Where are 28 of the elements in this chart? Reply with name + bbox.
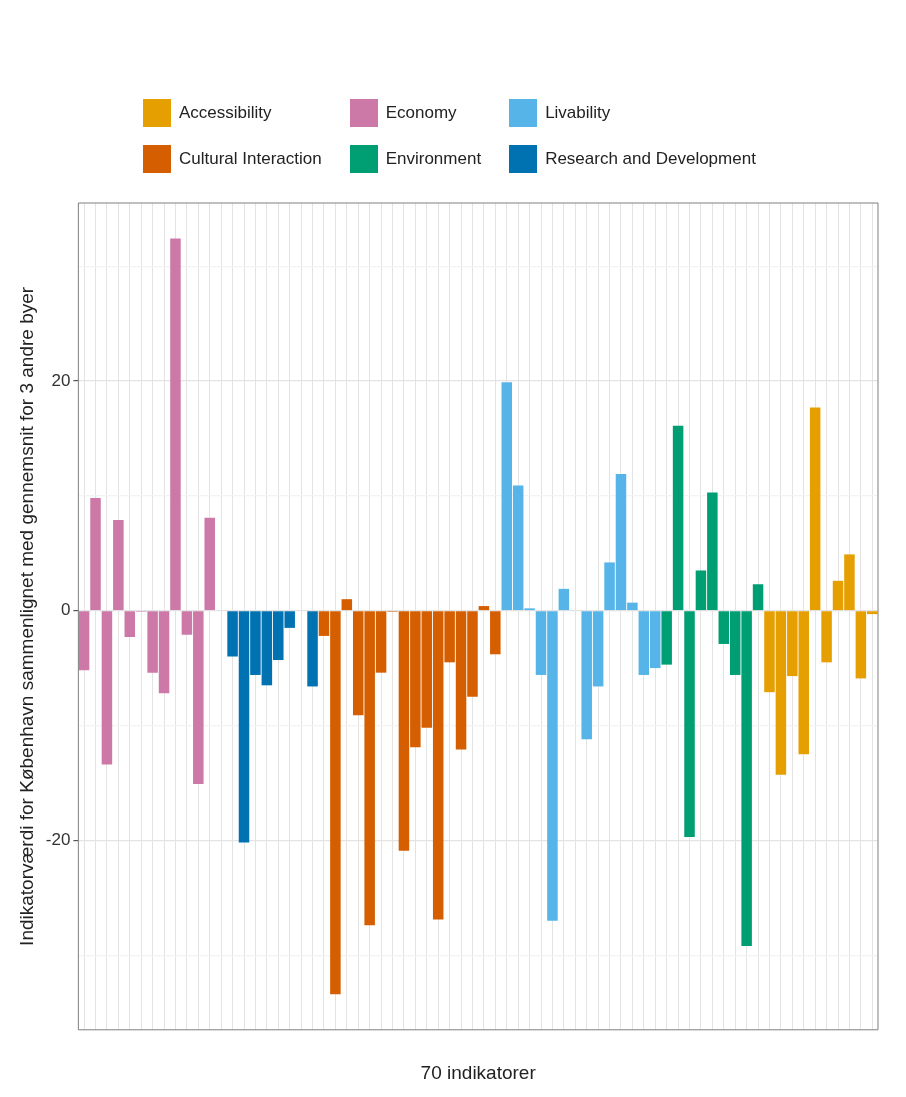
y-tick-label: 0 [60, 600, 71, 620]
bar [490, 611, 501, 655]
y-tick-label: 20 [51, 370, 71, 390]
bar [78, 611, 90, 671]
bar [101, 611, 113, 765]
bar [558, 588, 570, 611]
legend-label: Livability [545, 103, 611, 123]
y-axis-title: Indikatorværdi for København sammenlignet med gennemsnit for 3 andre byer [15, 286, 37, 946]
bar [478, 606, 490, 611]
legend-label: Accessibility [179, 103, 272, 123]
bar [170, 238, 181, 611]
bar [307, 611, 318, 687]
bar [809, 407, 821, 611]
x-axis-title: 70 indikatorer [420, 1061, 537, 1083]
bar [752, 584, 764, 611]
bar [113, 519, 124, 611]
bar [90, 498, 101, 611]
legend-label: Economy [385, 103, 457, 123]
bar [684, 611, 695, 837]
legend-label: Environment [385, 149, 482, 169]
bar [204, 517, 215, 611]
legend-label: Research and Development [545, 149, 756, 169]
bar [672, 425, 684, 611]
legend-label: Cultural Interaction [179, 149, 322, 169]
bar [661, 611, 672, 665]
bar [821, 611, 832, 663]
bar [341, 599, 353, 611]
y-tick-label: -20 [45, 830, 71, 850]
